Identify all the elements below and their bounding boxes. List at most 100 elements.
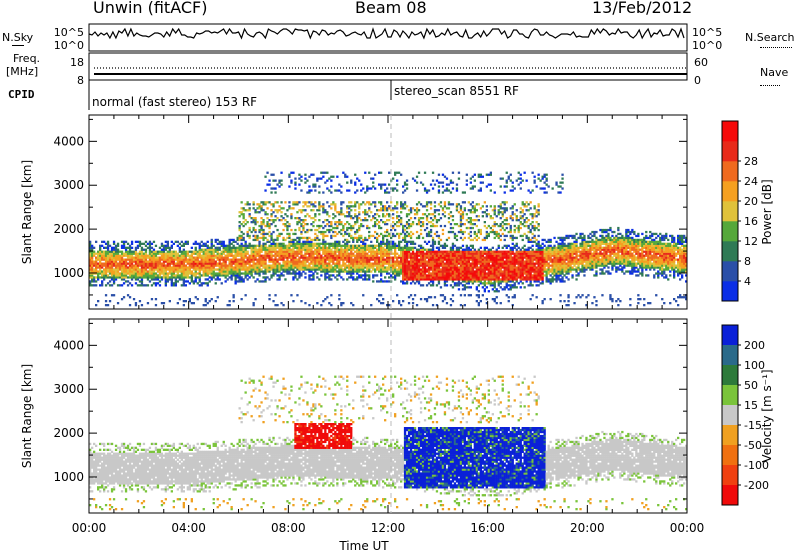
power-cell — [320, 205, 323, 208]
power-cell — [158, 270, 162, 273]
power-cell — [174, 276, 177, 279]
power-cell — [497, 262, 500, 265]
power-cell — [252, 252, 255, 255]
power-cell — [322, 211, 325, 214]
power-cell — [368, 268, 371, 271]
power-cell — [238, 248, 241, 251]
power-cell — [178, 248, 181, 251]
power-cell — [150, 258, 154, 261]
power-cell — [493, 209, 496, 212]
power-cell — [192, 280, 195, 283]
power-cell — [505, 282, 508, 285]
power-cell — [423, 240, 427, 243]
power-cell — [228, 258, 231, 261]
power-cell — [206, 274, 209, 277]
power-cell — [260, 254, 263, 257]
power-cell — [310, 254, 313, 257]
power-cell — [344, 244, 347, 247]
power-cell — [342, 270, 345, 273]
power-cell — [423, 205, 427, 208]
power-cell — [296, 272, 299, 275]
power-cell — [362, 264, 365, 267]
power-cell — [250, 270, 253, 273]
power-cell — [459, 260, 463, 263]
power-cell — [128, 246, 132, 249]
power-cell — [188, 260, 191, 263]
power-cell — [124, 260, 128, 263]
power-cell — [172, 252, 175, 255]
power-cell — [256, 221, 259, 224]
power-cell — [274, 270, 277, 273]
power-cell — [348, 223, 351, 226]
power-cell — [106, 276, 110, 279]
power-cell — [443, 215, 447, 218]
power-cell — [366, 278, 369, 281]
power-cell — [332, 244, 335, 247]
power-cell — [431, 254, 435, 257]
power-cell — [236, 280, 239, 283]
power-cell — [204, 260, 207, 263]
power-cell — [270, 268, 273, 271]
power-cell — [248, 242, 251, 245]
power-cell — [150, 260, 154, 263]
power-cell — [483, 248, 486, 251]
power-cell — [164, 248, 167, 251]
power-cell — [226, 258, 229, 261]
power-cell — [441, 272, 445, 275]
power-cell — [266, 252, 269, 255]
power-cell — [364, 242, 367, 245]
power-cell — [328, 252, 331, 255]
power-cell — [168, 254, 171, 257]
power-cell — [210, 250, 213, 253]
power-cell — [427, 264, 431, 267]
power-cell — [427, 232, 431, 236]
power-cell — [282, 246, 285, 249]
power-cell — [503, 234, 506, 238]
power-cell — [411, 280, 415, 283]
power-cell — [368, 256, 371, 259]
power-cell — [304, 242, 307, 245]
power-cell — [164, 246, 167, 249]
power-cell — [489, 189, 492, 192]
power-cell — [234, 278, 237, 281]
power-cell — [451, 262, 455, 265]
power-cell — [258, 256, 261, 259]
power-cell — [505, 264, 508, 267]
power-cell — [445, 250, 449, 253]
power-cell — [362, 262, 365, 265]
power-cell — [366, 244, 369, 247]
power-cell — [188, 268, 191, 271]
power-cell — [262, 260, 265, 263]
power-cell — [370, 248, 373, 251]
power-cell — [402, 266, 405, 269]
power-cell — [162, 258, 166, 261]
power-cell — [300, 242, 303, 245]
power-cell — [344, 264, 347, 267]
power-cell — [400, 260, 403, 263]
power-cell — [392, 217, 395, 220]
power-cell — [176, 252, 179, 255]
power-cell — [308, 250, 311, 253]
power-cell — [202, 282, 205, 285]
power-cell — [342, 256, 345, 259]
power-cell — [154, 298, 158, 301]
power-cell — [128, 256, 132, 259]
power-cell — [429, 228, 433, 232]
power-cell — [449, 256, 453, 259]
power-cell — [194, 270, 197, 273]
power-cell — [310, 201, 313, 204]
power-cell — [242, 264, 245, 267]
power-cell — [300, 232, 303, 236]
power-cell — [190, 264, 193, 267]
power-cell — [114, 272, 118, 275]
power-cell — [340, 256, 343, 259]
power-cell — [230, 276, 233, 279]
power-cell — [97, 258, 100, 261]
power-cell — [150, 274, 154, 277]
power-cell — [254, 272, 257, 275]
power-cell — [172, 262, 175, 265]
power-cell — [132, 256, 136, 259]
power-cell — [146, 242, 150, 245]
power-cell — [144, 270, 148, 273]
power-cell — [126, 270, 130, 273]
